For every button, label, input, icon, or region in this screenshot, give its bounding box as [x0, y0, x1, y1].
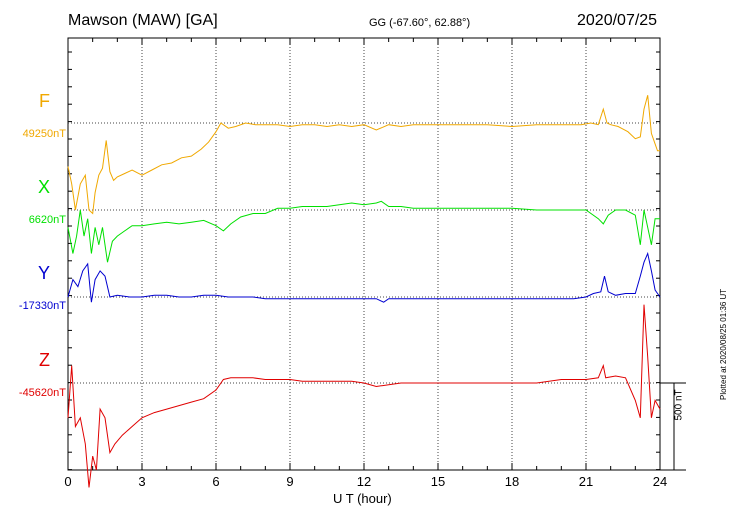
series-baseline-x: 6620nT [28, 214, 66, 226]
x-tick-label: 6 [212, 474, 220, 489]
series-lines [67, 95, 661, 488]
series-baseline-z: -45620nT [18, 387, 66, 399]
scale-bar [660, 382, 686, 471]
x-axis-label: U T (hour) [333, 491, 392, 506]
plotted-at-note: Plotted at 2020/08/25 01:36 UT [719, 288, 728, 400]
x-tick-label: 21 [578, 474, 594, 489]
station-title: Mawson (MAW) [GA] [68, 12, 218, 29]
station-coordinates: GG (-67.60°, 62.88°) [369, 17, 471, 29]
x-tick-label: 12 [356, 474, 372, 489]
series-name-y: Y [37, 263, 50, 283]
x-tick-label: 9 [286, 474, 294, 489]
x-tick-label: 18 [504, 474, 520, 489]
series-baseline-f: 49250nT [22, 128, 66, 140]
series-name-x: X [37, 177, 50, 197]
plot-date: 2020/07/25 [577, 12, 658, 29]
scale-bar-label: 500 nT [673, 389, 685, 421]
grid [68, 38, 660, 470]
series-line-x [67, 200, 660, 263]
series-name-f: F [39, 91, 50, 111]
series-line-f [67, 95, 660, 215]
x-tick-label: 24 [652, 474, 668, 489]
x-tick-label: 0 [64, 474, 72, 489]
axis-ticks [67, 38, 661, 471]
series-baseline-y: -17330nT [18, 300, 66, 312]
x-tick-label: 3 [138, 474, 146, 489]
x-tick-label: 15 [430, 474, 446, 489]
series-name-z: Z [39, 350, 50, 370]
series-line-z [67, 304, 661, 488]
series-line-y [67, 251, 661, 303]
